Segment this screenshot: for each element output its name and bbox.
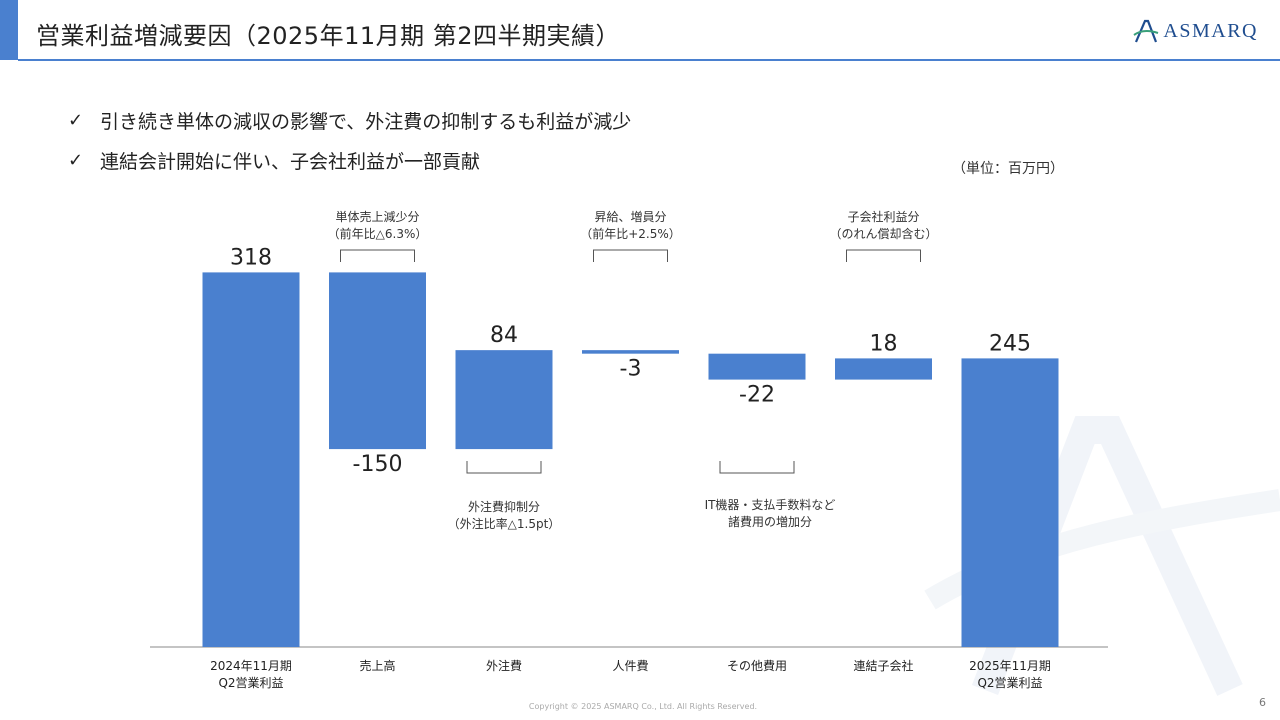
bullet-list: ✓ 引き続き単体の減収の影響で、外注費の抑制するも利益が減少 ✓ 連結会計開始に… bbox=[68, 100, 631, 180]
value-label: -3 bbox=[620, 357, 642, 382]
bar bbox=[708, 353, 806, 380]
value-label: 84 bbox=[490, 323, 518, 348]
header-divider bbox=[18, 59, 1280, 61]
page-number: 6 bbox=[1259, 696, 1266, 709]
annotation-text: （外注比率△1.5pt） bbox=[448, 516, 561, 531]
bullet-text: 連結会計開始に伴い、子会社利益が一部貢献 bbox=[100, 150, 481, 173]
logo-wordmark: ASMARQ bbox=[1163, 19, 1258, 42]
annotation-bracket bbox=[719, 461, 795, 474]
category-label: 連結子会社 bbox=[853, 658, 913, 673]
bar bbox=[455, 350, 553, 450]
value-label: 245 bbox=[989, 331, 1031, 356]
value-label: -22 bbox=[739, 383, 775, 408]
check-icon: ✓ bbox=[68, 109, 84, 131]
annotation-text: 諸費用の増加分 bbox=[728, 514, 812, 529]
page-title: 営業利益増減要因（2025年11月期 第2四半期実績） bbox=[36, 22, 621, 50]
unit-label: （単位：百万円） bbox=[952, 161, 1064, 177]
category-label: その他費用 bbox=[727, 658, 787, 673]
annotation-text: 子会社利益分 bbox=[847, 209, 919, 224]
bar bbox=[329, 272, 426, 450]
company-logo: ASMARQ bbox=[1133, 18, 1258, 44]
bar bbox=[835, 358, 932, 380]
annotation-text: （のれん償却含む） bbox=[829, 226, 937, 241]
annotation-text: 昇給、増員分 bbox=[594, 210, 666, 224]
annotation-text: 単体売上減少分 bbox=[335, 209, 419, 224]
category-label: 2024年11月期 bbox=[210, 659, 292, 673]
category-label: Q2営業利益 bbox=[977, 676, 1042, 690]
annotation-text: （前年比△6.3%） bbox=[328, 226, 428, 241]
annotation-text: 外注費抑制分 bbox=[468, 499, 540, 514]
annotation-text: （前年比+2.5%） bbox=[580, 226, 681, 241]
bar bbox=[961, 358, 1059, 647]
value-label: 318 bbox=[230, 245, 272, 270]
category-label: 人件費 bbox=[612, 658, 648, 673]
annotation-bracket bbox=[340, 249, 415, 262]
check-icon: ✓ bbox=[68, 149, 84, 171]
value-label: 18 bbox=[870, 331, 898, 356]
bullet-item: ✓ 連結会計開始に伴い、子会社利益が一部貢献 bbox=[68, 140, 631, 180]
header-accent-bar bbox=[0, 0, 18, 60]
category-label: 2025年11月期 bbox=[969, 659, 1051, 673]
category-label: 売上高 bbox=[359, 658, 395, 673]
annotation-bracket bbox=[466, 461, 542, 474]
bar bbox=[202, 272, 300, 647]
category-label: Q2営業利益 bbox=[218, 676, 283, 690]
value-label: -150 bbox=[353, 452, 403, 477]
asmarq-a-mark-icon bbox=[1133, 19, 1159, 43]
annotation-text: IT機器・支払手数料など bbox=[705, 497, 836, 512]
annotation-bracket bbox=[593, 249, 668, 262]
copyright-text: Copyright © 2025 ASMARQ Co., Ltd. All Ri… bbox=[528, 702, 758, 711]
category-label: 外注費 bbox=[486, 658, 522, 673]
bullet-text: 引き続き単体の減収の影響で、外注費の抑制するも利益が減少 bbox=[100, 110, 632, 133]
annotation-bracket bbox=[846, 249, 921, 262]
bullet-item: ✓ 引き続き単体の減収の影響で、外注費の抑制するも利益が減少 bbox=[68, 100, 631, 140]
bar bbox=[582, 350, 679, 354]
